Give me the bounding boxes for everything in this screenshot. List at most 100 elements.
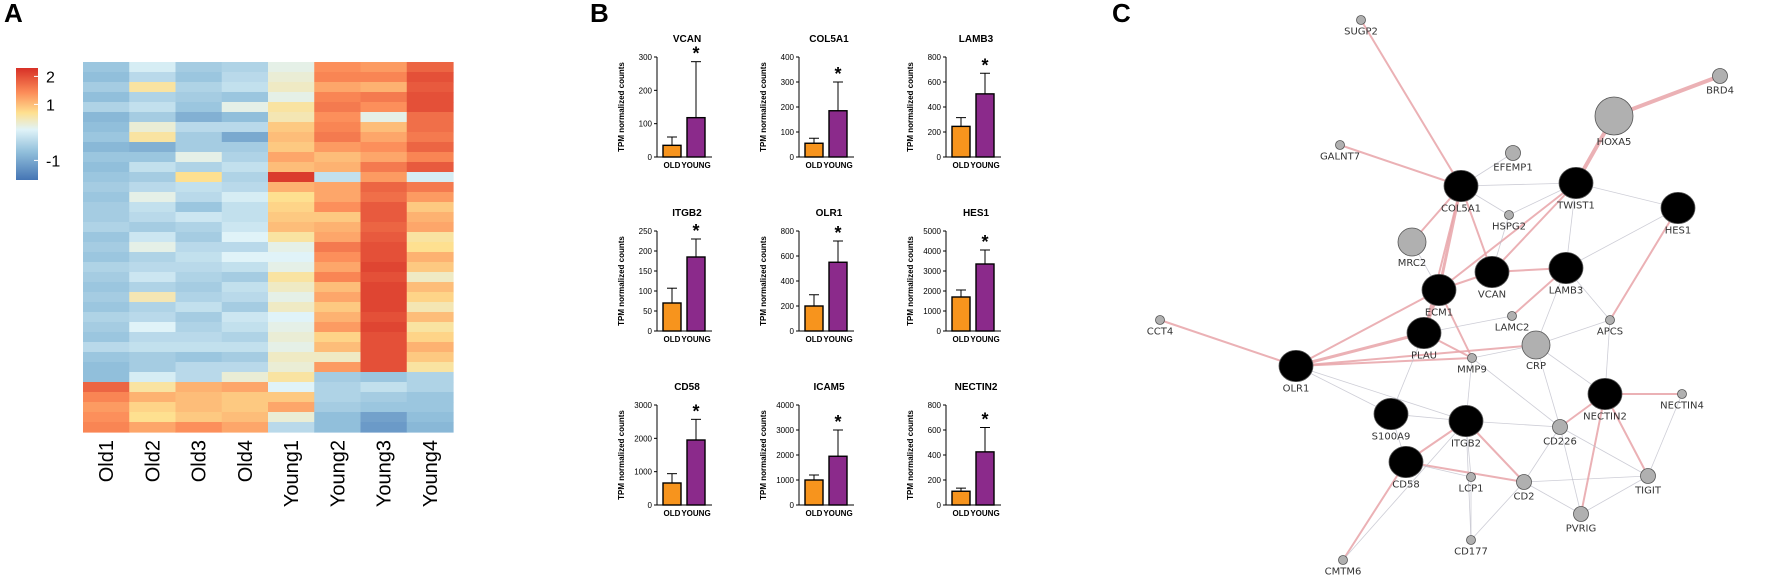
heatmap-cell [406,322,454,333]
heatmap-cell [268,312,315,323]
heatmap-cell [83,372,130,383]
heatmap-cell [406,342,454,353]
heatmap-cell [83,112,130,123]
heatmap-cell [175,312,223,323]
heatmap-cell [83,412,130,423]
heatmap-cell [129,402,177,413]
y-tick-label: 400 [928,103,942,112]
heatmap-cell [406,232,454,243]
heatmap-cell [221,212,269,223]
network-panel: SUGP2 BRD4 HOXA5 GALNT7 EFEMP1 COL5A1 TWIST1 HE… [1147,15,1734,578]
heatmap-cell [406,142,454,153]
heatmap-cell [360,412,408,423]
heatmap-cell [83,242,130,253]
heatmap-cell [360,232,408,243]
network-node-label: CD2 [1513,492,1534,503]
network-node-label: EFEMP1 [1493,163,1532,174]
network-edge [1609,207,1679,321]
heatmap-cell [83,82,130,93]
heatmap-cell [268,242,315,253]
bar-chart-title: NECTIN2 [955,382,998,393]
heatmap-cell [360,392,408,403]
heatmap-cell [406,332,454,343]
heatmap-cell [129,292,177,303]
heatmap-cell [83,142,130,153]
network-node-mrc2 [1397,227,1427,257]
heatmap-cell [360,132,408,143]
y-tick-label: 1000 [776,476,794,485]
heatmap-cell [175,232,223,243]
heatmap-cell [268,122,315,133]
network-edge [1523,481,1582,515]
panel-letter-c: C [1112,0,1131,28]
heatmap-cell [406,372,454,383]
heatmap-cell [314,242,362,253]
heatmap-cell [175,362,223,373]
significance-star: * [834,412,841,432]
bar-chart-title: ICAM5 [813,382,845,393]
heatmap-cell [406,352,454,363]
y-tick-label: 800 [928,401,942,410]
network-node-label: HOXA5 [1597,137,1632,148]
network-node-galnt7 [1335,140,1345,150]
heatmap-cell [221,252,269,263]
network-node-label: GALNT7 [1320,152,1360,163]
heatmap-column-label: Old3 [189,440,211,482]
legend-tick-label: 1 [46,97,55,114]
y-tick-label: 250 [639,227,653,236]
heatmap-cell [221,272,269,283]
heatmap-cell [83,222,130,233]
heatmap-cell [129,372,177,383]
bar-chart-title: HES1 [963,208,990,219]
network-node-label: PLAU [1411,351,1437,362]
heatmap-cell [314,372,362,383]
bar-old [951,125,971,158]
heatmap-cell [360,272,408,283]
network-node-itgb2 [1448,404,1484,438]
y-tick-label: 800 [781,227,795,236]
y-tick-label: 1000 [634,468,652,477]
heatmap-cell [129,322,177,333]
significance-star: * [981,410,988,430]
panel-letter-b: B [590,0,609,28]
network-node-pvrig [1573,506,1589,522]
significance-star: * [834,223,841,243]
heatmap-cell [360,82,408,93]
heatmap-cell [360,312,408,323]
network-node-label: PVRIG [1566,524,1597,535]
heatmap-cell [268,112,315,123]
heatmap-cell [175,112,223,123]
bar-subplot-itgb2: ITGB2 0 50 100 150 200 250 TPM normalized count… [617,208,712,344]
bar-chart-title: CD58 [674,382,700,393]
network-edge [1523,475,1649,483]
heatmap-cell [268,262,315,273]
heatmap-cell [314,272,362,283]
heatmap-cell [175,332,223,343]
x-tick-label: YOUNG [970,161,999,170]
heatmap-cell [406,102,454,113]
heatmap-cell [406,252,454,263]
heatmap-cell [360,362,408,373]
network-node-sugp2 [1356,15,1366,25]
heatmap-cell [221,122,269,133]
heatmap-cell [360,102,408,113]
heatmap-cell [175,82,223,93]
heatmap-cell [406,292,454,303]
y-tick-label: 2000 [776,451,794,460]
bar-young [828,110,848,158]
heatmap-cell [360,152,408,163]
heatmap-cell [129,72,177,83]
y-tick-label: 5000 [923,227,941,236]
heatmap-cell [129,382,177,393]
heatmap-cell [221,172,269,183]
bar-chart-title: ITGB2 [672,208,702,219]
heatmap-cell [314,422,362,433]
bar-subplot-hes1: HES1 0 1000 2000 3000 4000 5000 TPM normalized … [906,208,1001,344]
heatmap-cell [83,402,130,413]
network-edge [1647,393,1683,477]
network-node-label: NECTIN4 [1660,401,1704,412]
heatmap-cell [406,362,454,373]
heatmap-cell [268,102,315,113]
heatmap-cell [314,92,362,103]
heatmap-cell [221,102,269,113]
